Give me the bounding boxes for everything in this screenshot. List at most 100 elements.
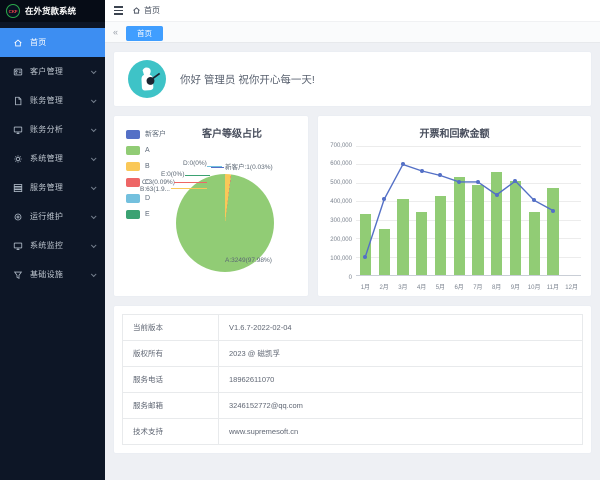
- pie-chart-title: 客户等级占比: [202, 129, 262, 140]
- x-axis-tick-label: 7月: [473, 285, 483, 291]
- sidebar-item-label: 客户管理: [30, 67, 64, 76]
- sidebar-item-label: 首页: [30, 38, 47, 47]
- chevron-down-icon: [90, 125, 97, 132]
- bar-chart-plot: [356, 146, 581, 276]
- bar-10月: [528, 212, 540, 275]
- y-axis-tick-label: 0: [348, 274, 352, 281]
- info-label: 当前版本: [122, 314, 219, 341]
- tab-首页[interactable]: 首页: [126, 26, 164, 41]
- pie-legend: 新客户 A B C D E: [126, 129, 166, 225]
- sidebar-item-ops[interactable]: 运行维护: [0, 202, 105, 231]
- line-data-point: [419, 168, 424, 173]
- x-axis-tick-label: 4月: [416, 285, 427, 291]
- sidebar-item-infra[interactable]: 基础设施: [0, 260, 105, 289]
- bar-4月: [416, 212, 428, 275]
- breadcrumb[interactable]: 首页: [132, 2, 160, 20]
- bar-slot-5月: [431, 146, 450, 275]
- pie-label-leader-line: [185, 175, 210, 176]
- line-data-point: [363, 254, 368, 259]
- pie-slice-label-B: B:63(1.9...: [140, 186, 170, 193]
- table-row: 当前版本 V1.6.7-2022-02-04: [122, 314, 583, 341]
- y-axis-tick-label: 400,000: [330, 199, 352, 206]
- x-axis-tick-label: 3月: [398, 285, 408, 291]
- sidebar-item-system[interactable]: 系统管理: [0, 144, 105, 173]
- collapse-tabs-icon[interactable]: «: [113, 27, 119, 37]
- bar-6月: [453, 177, 465, 275]
- legend-swatch: [126, 193, 140, 203]
- greeting-text: 你好 管理员 祝你开心每一天!: [180, 73, 315, 86]
- legend-label: E: [145, 210, 150, 218]
- greeting-card: 你好 管理员 祝你开心每一天!: [113, 51, 592, 107]
- chevron-down-icon: [90, 241, 97, 248]
- legend-swatch: [126, 161, 140, 171]
- legend-item-B[interactable]: B: [126, 161, 166, 171]
- gridline: [356, 164, 581, 166]
- legend-item-D[interactable]: D: [126, 193, 166, 203]
- line-data-point: [494, 192, 499, 197]
- bar-11月: [547, 188, 559, 275]
- legend-label: 新客户: [145, 131, 166, 138]
- x-axis-tick-label: 5月: [435, 285, 446, 291]
- bar-slot-2月: [375, 146, 394, 275]
- pie-chart-card: 客户等级占比 新客户 A B C D E 新客户:1(0.03%) A:3249(97.98…: [113, 115, 309, 297]
- legend-item-新客户[interactable]: 新客户: [126, 129, 166, 139]
- top-header: 首页: [105, 0, 600, 22]
- y-axis-tick-label: 300,000: [330, 217, 352, 224]
- hamburger-menu-icon[interactable]: [114, 6, 123, 15]
- legend-swatch: [126, 145, 140, 155]
- info-value: 18962611070: [218, 366, 583, 393]
- x-axis-tick-label: 10月: [527, 285, 541, 291]
- sidebar-item-service[interactable]: 服务管理: [0, 173, 105, 202]
- content-area: 你好 管理员 祝你开心每一天! 客户等级占比 新客户 A B C D E 新客户:1(0.…: [105, 43, 600, 480]
- legend-label: D: [145, 194, 151, 202]
- bar-slot-7月: [469, 146, 488, 275]
- bar-series: [356, 146, 581, 275]
- sidebar-item-home[interactable]: 首页: [0, 28, 105, 57]
- legend-item-C[interactable]: C: [126, 177, 166, 187]
- line-data-point: [457, 179, 462, 184]
- sidebar-item-analysis[interactable]: 账务分析: [0, 115, 105, 144]
- sidebar-item-sysmon[interactable]: 系统监控: [0, 231, 105, 260]
- sidebar-item-customer[interactable]: 客户管理: [0, 57, 105, 86]
- legend-item-E[interactable]: E: [126, 209, 166, 219]
- bar-chart-card: 开票和回款金额 700,000 600,000 500,000 400,000 300,…: [317, 115, 592, 297]
- sidebar-item-label: 服务管理: [30, 183, 64, 192]
- sidebar-item-label: 账务分析: [30, 125, 64, 134]
- bar-slot-3月: [394, 146, 413, 275]
- system-info-card: 当前版本 V1.6.7-2022-02-04 版权所有 2023 @ 磁凯孚 服务电话 1…: [113, 305, 592, 454]
- legend-item-A[interactable]: A: [126, 145, 166, 155]
- y-axis-tick-label: 700,000: [330, 142, 352, 149]
- gear-icon: [12, 153, 23, 164]
- sidebar-item-label: 基础设施: [30, 270, 64, 279]
- line-data-point: [382, 197, 387, 202]
- legend-swatch: [126, 209, 140, 219]
- document-icon: [12, 95, 23, 106]
- charts-row: 客户等级占比 新客户 A B C D E 新客户:1(0.03%) A:3249(97.98…: [113, 115, 592, 297]
- bar-slot-1月: [356, 146, 375, 275]
- line-data-point: [550, 208, 555, 213]
- pie-label-leader-line: [207, 166, 222, 167]
- id-card-icon: [12, 66, 23, 77]
- sidebar-item-label: 系统管理: [30, 154, 64, 163]
- info-label: 技术支持: [122, 418, 219, 445]
- line-data-point: [438, 173, 443, 178]
- legend-label: C: [145, 178, 151, 186]
- breadcrumb-label: 首页: [144, 6, 160, 15]
- bar-7月: [472, 184, 484, 275]
- gridline: [356, 238, 581, 240]
- chevron-down-icon: [90, 154, 97, 161]
- avatar: [128, 60, 166, 98]
- pie-chart: [176, 174, 274, 272]
- chevron-down-icon: [90, 183, 97, 190]
- y-axis-tick-label: 100,000: [330, 255, 352, 262]
- gridline: [356, 146, 581, 147]
- bar-chart-x-axis: 1月 2月 3月 4月 5月 6月 7月 8月 9月 10月 11月 12月: [356, 282, 581, 291]
- sidebar-item-accounting[interactable]: 账务管理: [0, 86, 105, 115]
- line-data-point: [513, 179, 518, 183]
- sidebar-logo-bar: CKF 在外货款系统: [0, 0, 105, 22]
- x-axis-tick-label: 9月: [510, 285, 521, 291]
- info-value: 2023 @ 磁凯孚: [218, 340, 583, 367]
- gridline: [356, 219, 581, 221]
- bar-1月: [359, 214, 371, 275]
- home-icon: [132, 2, 141, 20]
